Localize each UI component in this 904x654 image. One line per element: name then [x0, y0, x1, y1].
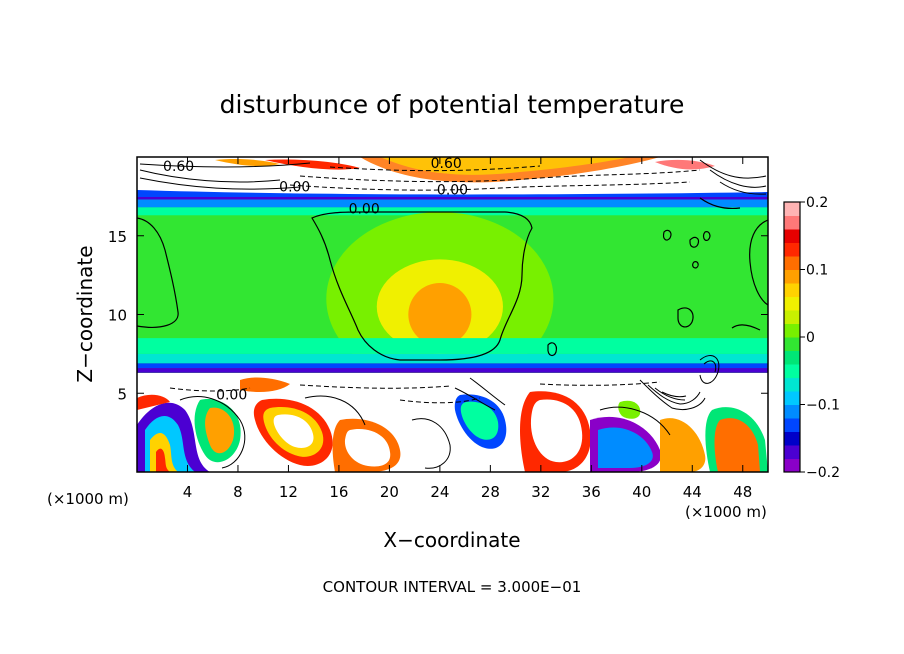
- chart-title: disturbunce of potential temperature: [220, 90, 685, 119]
- x-tick-label: 20: [380, 483, 399, 501]
- field-band: [137, 368, 768, 373]
- x-tick-label: 4: [183, 483, 193, 501]
- field-band: [137, 199, 768, 208]
- x-tick-label: 40: [632, 483, 651, 501]
- colorbar-swatch: [784, 445, 800, 459]
- colorbar-tick-label: −0.1: [806, 398, 840, 414]
- colorbar-swatch: [784, 283, 800, 297]
- x-tick-label: 12: [279, 483, 298, 501]
- field-band: [137, 207, 768, 216]
- x-tick-label: 44: [683, 483, 702, 501]
- contour-label: 0.00: [279, 180, 310, 196]
- x-tick-label: 36: [582, 483, 601, 501]
- contour-label: 0.00: [349, 202, 380, 218]
- colorbar-swatch: [784, 391, 800, 405]
- contour-label: 0.00: [216, 387, 247, 403]
- colorbar-swatch: [784, 418, 800, 432]
- contour-label: 0.60: [163, 159, 194, 175]
- colorbar-swatch: [784, 215, 800, 230]
- zero-contours: [137, 197, 768, 361]
- field-blob: [408, 283, 472, 346]
- x-axis-label: X−coordinate: [383, 528, 520, 552]
- lower-turbulent-region: [137, 355, 768, 472]
- x-tick-label: 8: [233, 483, 243, 501]
- contour-labels: 0.60 0.60 0.00 0.00 0.00 0.00: [163, 156, 468, 403]
- colorbar-swatch: [784, 337, 800, 351]
- y-axis: 5 10 15: [108, 228, 768, 403]
- field-band: [137, 194, 768, 200]
- plot-area: 0.60 0.60 0.00 0.00 0.00 0.00: [137, 156, 768, 472]
- field-band: [137, 353, 768, 364]
- colorbar-swatch: [784, 310, 800, 324]
- x-tick-label: 48: [733, 483, 752, 501]
- x-unit-left: (×1000 m): [47, 490, 129, 508]
- colorbar-swatch: [784, 229, 800, 243]
- y-tick-label: 10: [108, 307, 127, 325]
- x-tick-label: 16: [329, 483, 348, 501]
- colorbar-swatch: [784, 364, 800, 378]
- colorbar-tick-label: −0.2: [806, 465, 840, 481]
- y-tick-label: 5: [117, 385, 127, 403]
- colorbar-swatch: [784, 256, 800, 270]
- colorbar-swatch: [784, 323, 800, 338]
- upper-wave-region: [137, 157, 768, 197]
- x-tick-label: 32: [531, 483, 550, 501]
- colorbar-tick-label: 0: [806, 330, 815, 346]
- colorbar-swatch: [784, 296, 800, 311]
- colorbar-swatch: [784, 404, 800, 419]
- colorbar-swatch: [784, 377, 800, 392]
- contour-interval-note: CONTOUR INTERVAL = 3.000E−01: [323, 578, 582, 596]
- x-tick-label: 28: [481, 483, 500, 501]
- field-band: [137, 338, 768, 354]
- field-band: [137, 363, 768, 369]
- contour-label: 0.60: [431, 156, 462, 172]
- x-unit-right: (×1000 m): [685, 503, 767, 521]
- colorbar: −0.2 −0.1 0 0.1 0.2: [783, 195, 840, 481]
- colorbar-swatch: [784, 242, 800, 257]
- colorbar-swatch: [784, 202, 800, 216]
- colorbar-swatch: [784, 269, 800, 284]
- colored-regions: [137, 194, 768, 386]
- colorbar-swatch: [784, 458, 800, 473]
- colorbar-swatch: [784, 431, 800, 446]
- colorbar-tick-label: 0.2: [806, 195, 828, 211]
- x-axis: 4 8 12 16 20 24 28 32 36 40 44 48: [183, 157, 752, 501]
- y-tick-label: 15: [108, 228, 127, 246]
- x-tick-label: 24: [430, 483, 449, 501]
- colorbar-swatch: [784, 350, 800, 365]
- contour-label: 0.00: [437, 183, 468, 199]
- y-axis-label: Z−coordinate: [73, 245, 97, 382]
- colorbar-tick-label: 0.1: [806, 263, 828, 279]
